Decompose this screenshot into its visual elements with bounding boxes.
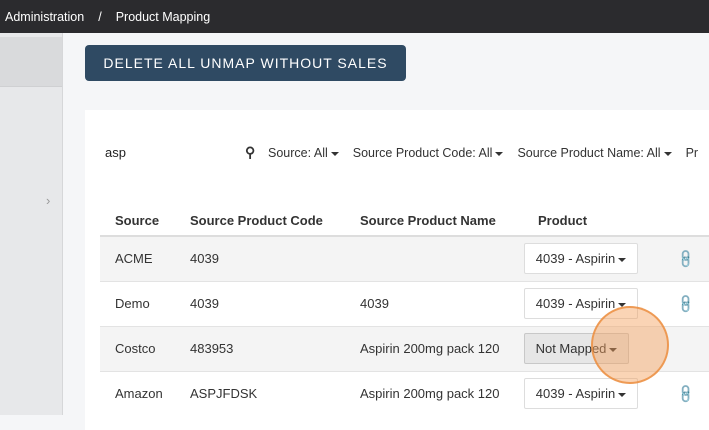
breadcrumb-administration[interactable]: Administration xyxy=(5,9,85,24)
sidebar-item[interactable] xyxy=(0,37,62,87)
cell-source: ACME xyxy=(100,235,175,281)
caret-down-icon xyxy=(663,151,672,156)
cell-name xyxy=(345,235,523,281)
table-row: Amazon ASPJFDSK Aspirin 200mg pack 120 4… xyxy=(100,370,709,416)
dropdown-value: 4039 - Aspirin xyxy=(535,296,616,311)
unlink-icon[interactable]: 🔗 xyxy=(674,247,697,270)
delete-all-unmap-button[interactable]: DELETE ALL UNMAP WITHOUT SALES xyxy=(85,45,406,81)
sidebar: › xyxy=(0,33,63,415)
breadcrumb: Administration / Product Mapping xyxy=(0,0,709,33)
dropdown-value: Not Mapped xyxy=(535,341,607,356)
chevron-right-icon[interactable]: › xyxy=(46,193,51,208)
cell-code: ASPJFDSK xyxy=(175,370,345,416)
product-dropdown[interactable]: 4039 - Aspirin xyxy=(524,378,638,410)
caret-down-icon xyxy=(495,151,504,156)
caret-down-icon xyxy=(618,257,627,262)
header-source-product-code[interactable]: Source Product Code xyxy=(175,205,345,237)
filter-bar: Source: All Source Product Code: All Sou… xyxy=(268,146,698,160)
product-mapping-card: asp ⚲ Source: All Source Product Code: A… xyxy=(85,110,709,430)
filter-label: Source Product Code: All xyxy=(352,146,493,160)
cell-name: Aspirin 200mg pack 120 xyxy=(345,370,523,416)
caret-down-icon xyxy=(330,151,339,156)
breadcrumb-separator: / xyxy=(98,9,102,24)
header-product[interactable]: Product xyxy=(523,205,663,237)
search-input[interactable]: asp xyxy=(105,145,126,160)
cell-source: Demo xyxy=(100,280,175,326)
header-source-product-name[interactable]: Source Product Name xyxy=(345,205,523,237)
table-row: ACME 4039 4039 - Aspirin 🔗 xyxy=(100,235,709,281)
unlink-icon[interactable]: 🔗 xyxy=(674,382,697,405)
cell-source: Amazon xyxy=(100,370,175,416)
cell-code: 4039 xyxy=(175,235,345,281)
cell-code: 483953 xyxy=(175,325,345,371)
filter-label: Source Product Name: All xyxy=(517,146,661,160)
cursor-highlight xyxy=(591,306,669,384)
product-dropdown[interactable]: 4039 - Aspirin xyxy=(524,243,638,275)
table-row: Demo 4039 4039 4039 - Aspirin 🔗 xyxy=(100,280,709,326)
caret-down-icon xyxy=(618,302,627,307)
filter-source[interactable]: Source: All xyxy=(268,146,339,160)
filter-source-product-code[interactable]: Source Product Code: All xyxy=(353,146,504,160)
unlink-icon[interactable]: 🔗 xyxy=(674,292,697,315)
filter-label: Source: All xyxy=(268,146,328,160)
cell-name: 4039 xyxy=(345,280,523,326)
caret-down-icon xyxy=(618,392,627,397)
cell-code: 4039 xyxy=(175,280,345,326)
cell-name: Aspirin 200mg pack 120 xyxy=(345,325,523,371)
header-actions xyxy=(663,205,709,237)
cell-source: Costco xyxy=(100,325,175,371)
dropdown-value: 4039 - Aspirin xyxy=(535,251,616,267)
breadcrumb-product-mapping: Product Mapping xyxy=(115,9,211,24)
filter-source-product-name[interactable]: Source Product Name: All xyxy=(517,146,672,160)
dropdown-value: 4039 - Aspirin xyxy=(535,386,616,402)
header-source[interactable]: Source xyxy=(100,205,175,237)
search-icon[interactable]: ⚲ xyxy=(245,144,256,160)
filter-product[interactable]: Pr xyxy=(685,146,699,160)
